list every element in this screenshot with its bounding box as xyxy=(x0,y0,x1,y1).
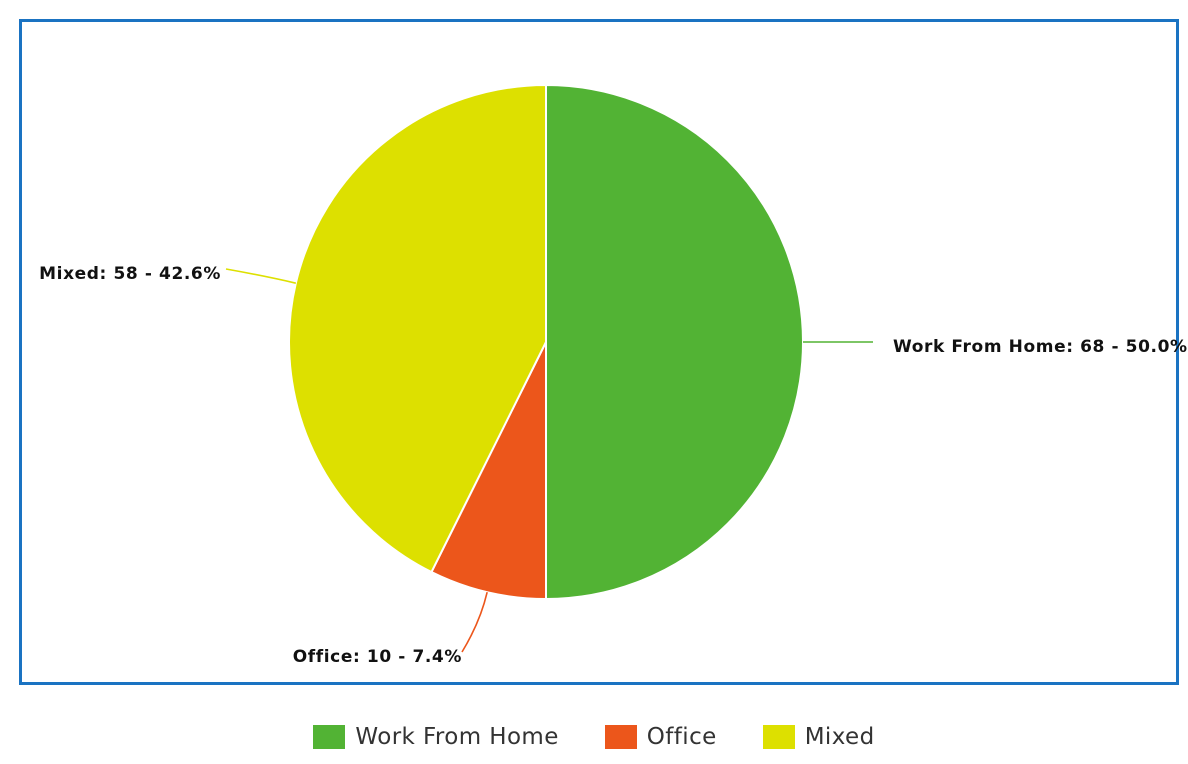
slice-label-mixed: Mixed: 58 - 42.6% xyxy=(39,264,221,284)
legend-label-office: Office xyxy=(646,724,717,750)
legend-item-office[interactable]: Office xyxy=(604,724,717,750)
pie-slice-work-from-home[interactable] xyxy=(545,83,804,601)
pie-chart: Work From Home: 68 - 50.0% Office: 10 - … xyxy=(39,83,1188,667)
legend: Work From Home Office Mixed xyxy=(0,722,1188,752)
slice-label-work-from-home: Work From Home: 68 - 50.0% xyxy=(893,337,1188,357)
slice-labels: Work From Home: 68 - 50.0% Office: 10 - … xyxy=(39,264,1188,667)
slice-label-office: Office: 10 - 7.4% xyxy=(293,647,462,667)
pie-slice-office[interactable] xyxy=(430,341,547,601)
pie-slices xyxy=(288,83,804,601)
legend-label-work-from-home: Work From Home xyxy=(355,724,559,750)
leader-line-mixed xyxy=(225,268,297,284)
leader-line-office xyxy=(461,591,488,653)
legend-item-mixed[interactable]: Mixed xyxy=(762,724,875,750)
legend-swatch-mixed xyxy=(762,725,795,749)
legend-label-mixed: Mixed xyxy=(804,724,875,750)
legend-item-work-from-home[interactable]: Work From Home xyxy=(313,724,558,750)
leader-lines xyxy=(225,268,873,653)
legend-swatch-office xyxy=(604,725,637,749)
legend-swatch-work-from-home xyxy=(313,725,346,749)
